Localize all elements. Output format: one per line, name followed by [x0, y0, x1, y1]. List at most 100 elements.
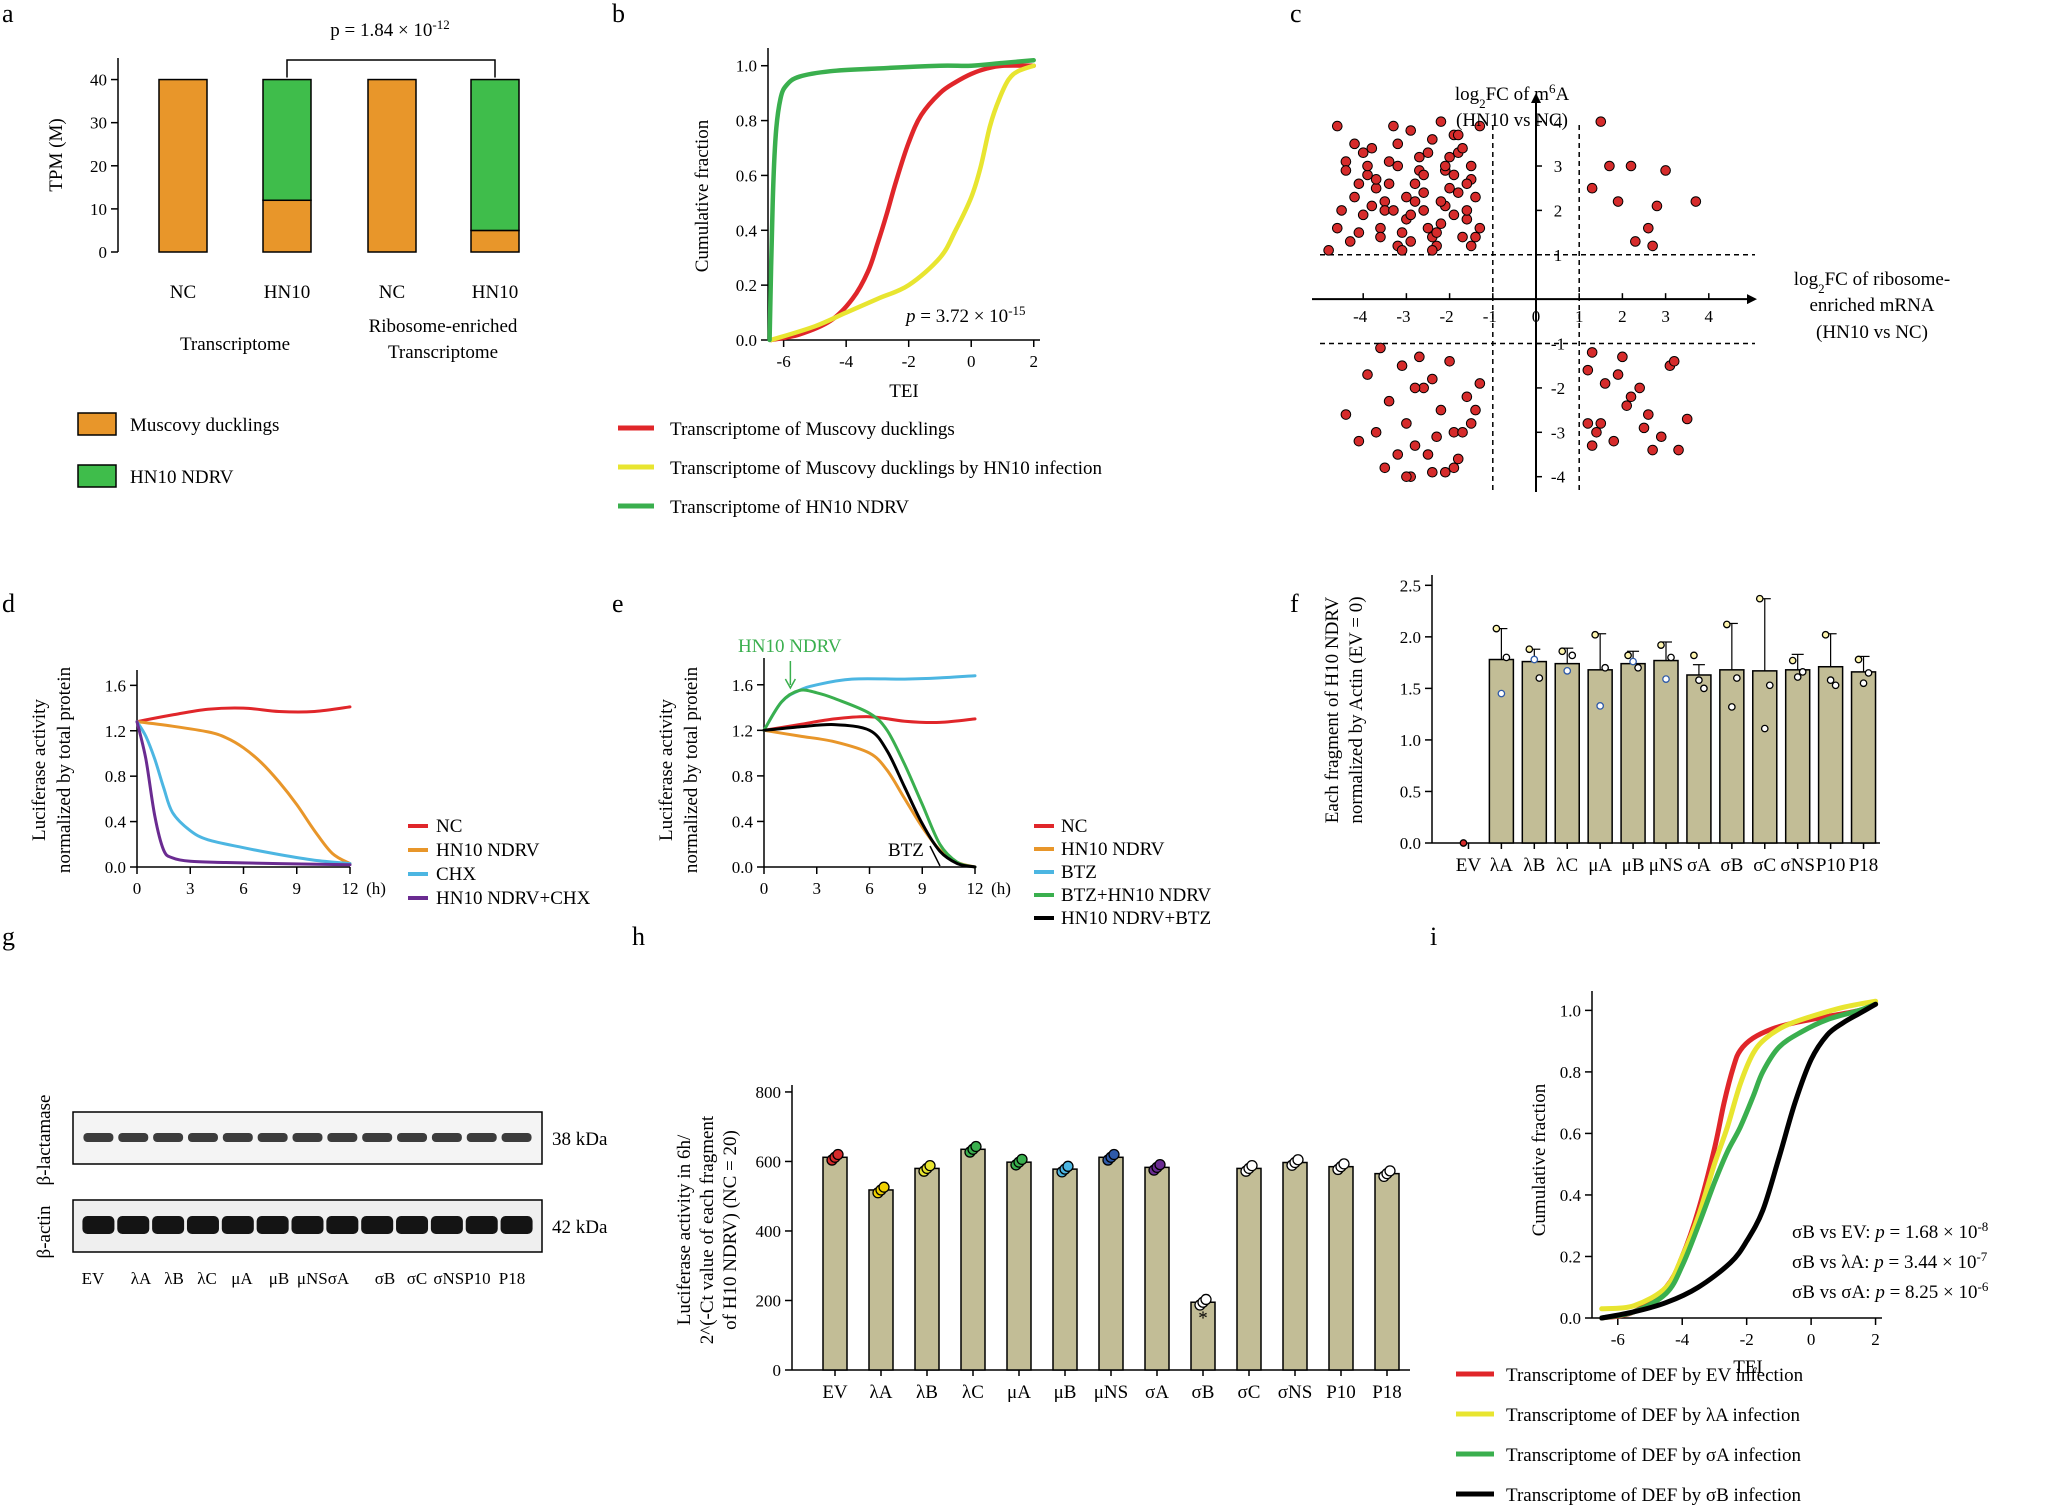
panel-h: 0 200 400 600 800 EV λA λB λC μA μB μNS σA σB * σC σNS P1…	[674, 1083, 1410, 1403]
c-point	[1362, 369, 1373, 380]
panel-label-a: a	[2, 0, 14, 28]
c-point	[1357, 209, 1369, 221]
c-point	[1409, 382, 1421, 394]
h-bar	[1098, 1156, 1124, 1371]
h-bar	[868, 1189, 894, 1371]
i-series-line	[1599, 1001, 1879, 1321]
g-lane-label: λC	[197, 1269, 217, 1288]
c-y-label: log2FC of m6A	[1455, 81, 1570, 111]
i-y-tick-label: 0.8	[1560, 1063, 1581, 1082]
f-y-tick-label: 0.5	[1400, 782, 1421, 801]
f-data-point	[1563, 667, 1572, 675]
h-bar	[822, 1156, 848, 1371]
b-p-exp: -15	[1008, 303, 1025, 318]
e-series-line	[762, 728, 977, 869]
f-y-tick-label: 1.0	[1400, 731, 1421, 750]
f-data-point	[1591, 630, 1600, 639]
b-x-tick-label: -2	[902, 352, 916, 371]
f-category-label: μNS	[1649, 855, 1683, 876]
c-point	[1435, 196, 1447, 207]
c-x-label-sub: 2	[1818, 281, 1825, 296]
d-series-line	[135, 720, 352, 867]
f-data-point	[1793, 673, 1802, 681]
f-data-point	[1760, 724, 1769, 733]
g-band-label: β-actin	[34, 1205, 55, 1258]
c-point	[1396, 227, 1408, 238]
f-data-point	[1667, 653, 1675, 662]
a-group-label: Ribosome-enriched	[369, 316, 518, 337]
c-point	[1409, 178, 1421, 190]
c-point	[1366, 142, 1378, 154]
a-p-value-base: p = 1.84 × 10	[330, 20, 432, 41]
c-x-label-2: enriched mRNA	[1809, 295, 1934, 316]
c-point	[1461, 178, 1473, 190]
e-x-tick-label: 6	[865, 879, 874, 898]
c-point	[1638, 422, 1650, 434]
f-y-label: Each fragment of H10 NDRV	[1322, 597, 1343, 824]
g-band-actin	[221, 1216, 254, 1234]
b-y-tick-label: 0.6	[736, 166, 757, 185]
c-point	[1651, 200, 1663, 212]
c-point	[1427, 134, 1438, 145]
c-point	[1444, 355, 1455, 367]
b-p-value: p = 3.72 × 10-15	[904, 303, 1026, 328]
c-y-tick-label: 2	[1554, 201, 1563, 220]
e-legend-label: BTZ	[1061, 862, 1097, 883]
panel-label-g: g	[2, 922, 15, 951]
c-point	[1625, 160, 1637, 172]
c-point	[1357, 147, 1369, 158]
i-stat: σB vs EV: p = 1.68 × 10-8	[1792, 1219, 1988, 1244]
d-y-label: Luciferase activity	[29, 699, 50, 841]
h-category-label: P10	[1326, 1382, 1356, 1403]
h-category-label: σNS	[1278, 1382, 1313, 1403]
h-bar	[1052, 1168, 1078, 1371]
c-point	[1625, 391, 1637, 403]
g-band-actin	[186, 1216, 219, 1234]
i-x-tick-label: -6	[1611, 1330, 1625, 1349]
i-x-tick-label: 2	[1871, 1330, 1880, 1349]
c-x-tick-label: -2	[1440, 307, 1454, 326]
g-band-actin	[117, 1216, 150, 1234]
c-point	[1647, 240, 1658, 252]
a-y-tick-label: 10	[90, 200, 107, 219]
g-band-lactamase	[466, 1133, 497, 1142]
c-y-label-part: log	[1455, 84, 1480, 105]
c-point	[1340, 156, 1352, 167]
f-data-point	[1624, 651, 1632, 660]
c-point	[1418, 205, 1429, 216]
c-point	[1586, 347, 1598, 358]
c-y-label-2: (HN10 vs NC)	[1456, 110, 1568, 131]
c-point	[1392, 160, 1404, 172]
c-point	[1396, 245, 1408, 256]
a-bar-hn10-ndrv	[470, 78, 520, 232]
c-point	[1448, 209, 1460, 221]
g-band-lactamase	[153, 1133, 184, 1142]
c-point	[1452, 129, 1464, 141]
f-bar	[1620, 662, 1646, 844]
c-point	[1392, 138, 1404, 150]
f-data-point	[1662, 675, 1670, 683]
c-point	[1409, 440, 1421, 451]
h-y-tick-label: 600	[756, 1152, 782, 1171]
c-x-tick-label: 0	[1532, 307, 1541, 326]
h-bar	[960, 1148, 986, 1371]
c-point	[1608, 435, 1620, 447]
c-point	[1418, 187, 1429, 198]
c-point	[1465, 418, 1477, 429]
c-point	[1457, 427, 1468, 438]
c-point	[1375, 222, 1386, 234]
e-annotation-top: HN10 NDRV	[738, 636, 842, 657]
c-point	[1435, 218, 1447, 230]
g-lane-label: λA	[131, 1269, 152, 1288]
h-data-point	[1200, 1293, 1212, 1306]
i-legend-label: Transcriptome of DEF by EV infection	[1506, 1365, 1804, 1386]
c-point	[1474, 120, 1486, 132]
c-point	[1362, 169, 1373, 181]
d-series-line	[135, 705, 352, 724]
e-y-tick-label: 1.2	[732, 721, 753, 740]
c-x-label-part: log	[1794, 269, 1819, 290]
b-y-tick-label: 1.0	[736, 57, 757, 76]
c-point	[1340, 409, 1352, 420]
g-band-label: β-lactamase	[34, 1095, 55, 1186]
c-point	[1470, 231, 1481, 243]
